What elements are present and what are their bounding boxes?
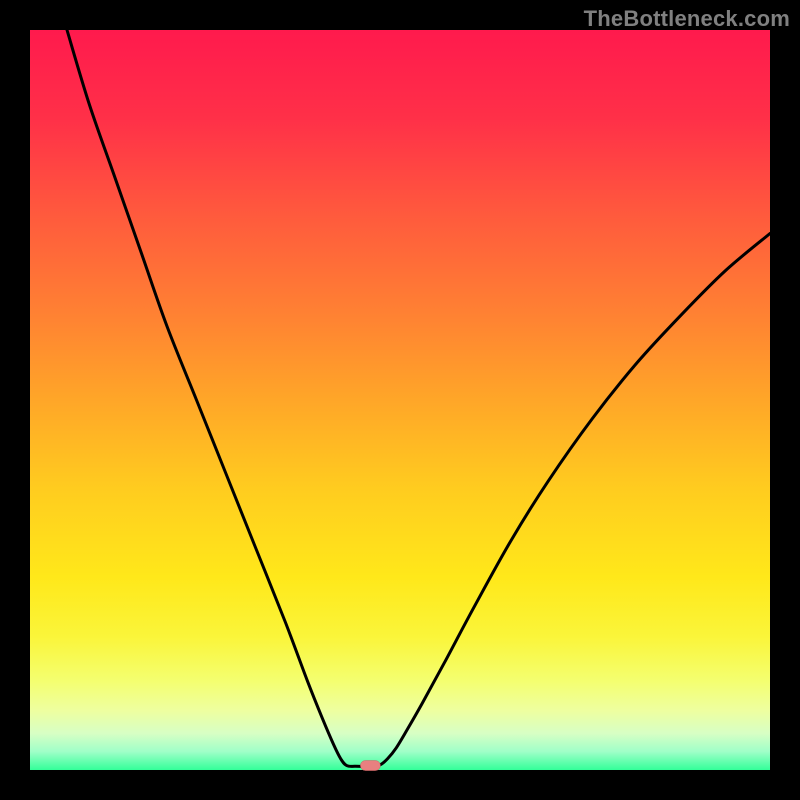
watermark-text: TheBottleneck.com (584, 6, 790, 32)
plot-background (30, 30, 770, 770)
dip-marker (360, 761, 380, 771)
bottleneck-chart (0, 0, 800, 800)
